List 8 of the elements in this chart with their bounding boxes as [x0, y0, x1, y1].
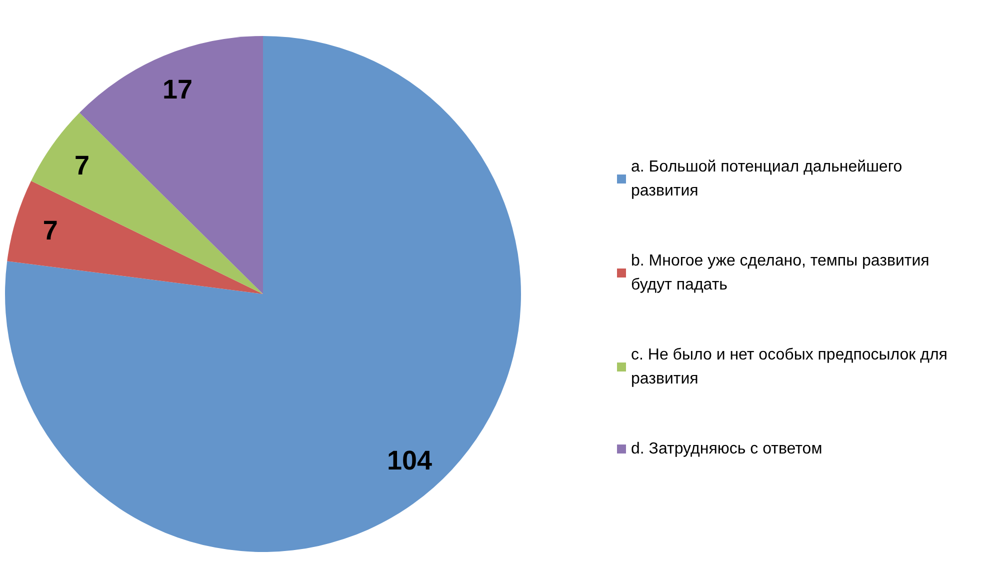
- legend-label: c. Не было и нет особых предпосылок для развития: [631, 346, 948, 388]
- data-label: 104: [387, 446, 432, 476]
- legend-label: b. Многое уже сделано, темпы развития будут падать: [631, 252, 930, 294]
- data-label: 7: [74, 150, 90, 181]
- legend-label: a. Большой потенциал дальнейшего развития: [631, 158, 902, 200]
- legend-label: d. Затрудняюсь с ответом: [631, 440, 822, 458]
- data-label: 7: [42, 215, 58, 246]
- data-label: 17: [162, 74, 193, 104]
